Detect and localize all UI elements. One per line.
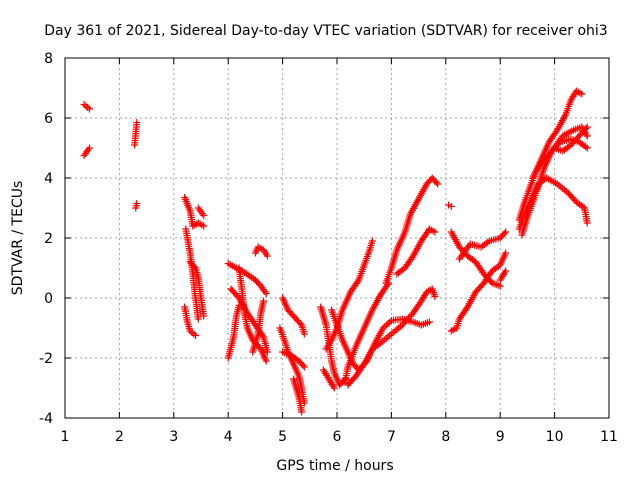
data-point — [258, 331, 266, 339]
data-point — [262, 290, 270, 297]
y-tick-label: 4 — [44, 171, 53, 187]
y-tick-label: 8 — [44, 51, 53, 67]
x-tick-label: 9 — [496, 429, 505, 445]
data-point — [582, 143, 590, 151]
x-tick-labels: 1 2 3 4 5 6 7 8 9 10 11 — [61, 429, 618, 445]
x-tick-label: 3 — [169, 429, 178, 445]
data-point — [431, 228, 439, 236]
data-point — [194, 315, 202, 323]
data-point — [404, 314, 412, 322]
data-point — [133, 200, 141, 207]
data-point — [462, 305, 470, 313]
x-tick-label: 10 — [546, 429, 564, 445]
axis-ticks — [64, 57, 610, 419]
y-tick-label: -2 — [39, 351, 53, 367]
data-point — [384, 320, 392, 327]
data-point — [85, 105, 93, 113]
x-tick-label: 5 — [278, 429, 287, 445]
data-point — [403, 316, 411, 324]
data-point — [381, 323, 389, 330]
y-tick-label: -4 — [39, 411, 53, 427]
data-point — [300, 330, 308, 338]
data-point — [447, 203, 455, 210]
y-tick-labels: -4 -2 0 2 4 6 8 — [39, 51, 53, 427]
data-point — [406, 312, 414, 320]
x-tick-label: 6 — [333, 429, 342, 445]
chart-title: Day 361 of 2021, Sidereal Day-to-day VTE… — [44, 23, 607, 39]
data-point — [354, 278, 362, 286]
x-tick-label: 1 — [61, 429, 70, 445]
data-point — [583, 132, 591, 140]
x-axis-label: GPS time / hours — [276, 458, 393, 474]
data-point — [298, 408, 306, 416]
y-tick-label: 2 — [44, 231, 53, 247]
data-point — [263, 348, 271, 356]
data-point — [400, 319, 408, 327]
y-tick-label: 6 — [44, 111, 53, 127]
data-point — [583, 219, 591, 227]
data-point — [401, 318, 409, 326]
data-point — [408, 254, 416, 262]
x-tick-label: 8 — [441, 429, 450, 445]
data-point — [500, 230, 508, 237]
data-point — [359, 362, 367, 370]
data-point — [502, 249, 510, 257]
data-point — [432, 179, 440, 186]
data-point — [425, 318, 433, 326]
data-point — [434, 180, 442, 188]
data-point — [262, 357, 270, 365]
data-point — [192, 332, 200, 339]
x-tick-label: 11 — [600, 429, 618, 445]
data-point — [383, 321, 391, 329]
data-point — [484, 238, 492, 246]
data-point — [583, 123, 591, 131]
data-point — [502, 228, 510, 236]
data-point — [496, 282, 504, 290]
data-point — [133, 119, 141, 126]
data-point — [398, 321, 406, 329]
data-point — [200, 312, 208, 320]
data-point — [368, 237, 376, 245]
data-point — [190, 263, 198, 270]
x-tick-label: 2 — [115, 429, 124, 445]
data-point — [379, 324, 387, 332]
data-point — [431, 293, 439, 300]
data-point — [263, 252, 271, 260]
data-point — [200, 222, 208, 230]
x-tick-label: 4 — [224, 429, 233, 445]
grid-lines — [65, 58, 609, 418]
data-point — [296, 320, 304, 327]
data-point — [299, 362, 307, 369]
data-point — [384, 281, 392, 289]
data-point — [330, 384, 338, 392]
data-point — [578, 90, 586, 98]
data-point — [552, 128, 560, 136]
y-axis-label: SDTVAR / TECUs — [10, 181, 26, 296]
data-point — [502, 267, 510, 275]
x-tick-label: 7 — [387, 429, 396, 445]
data-point — [583, 144, 591, 152]
data-point — [260, 297, 268, 305]
data-point — [200, 212, 208, 219]
y-tick-label: 0 — [44, 291, 53, 307]
data-point — [582, 125, 590, 132]
data-point — [416, 299, 424, 307]
data-points — [80, 87, 591, 416]
data-point — [386, 318, 394, 326]
data-point — [300, 363, 308, 371]
data-point — [85, 144, 93, 152]
